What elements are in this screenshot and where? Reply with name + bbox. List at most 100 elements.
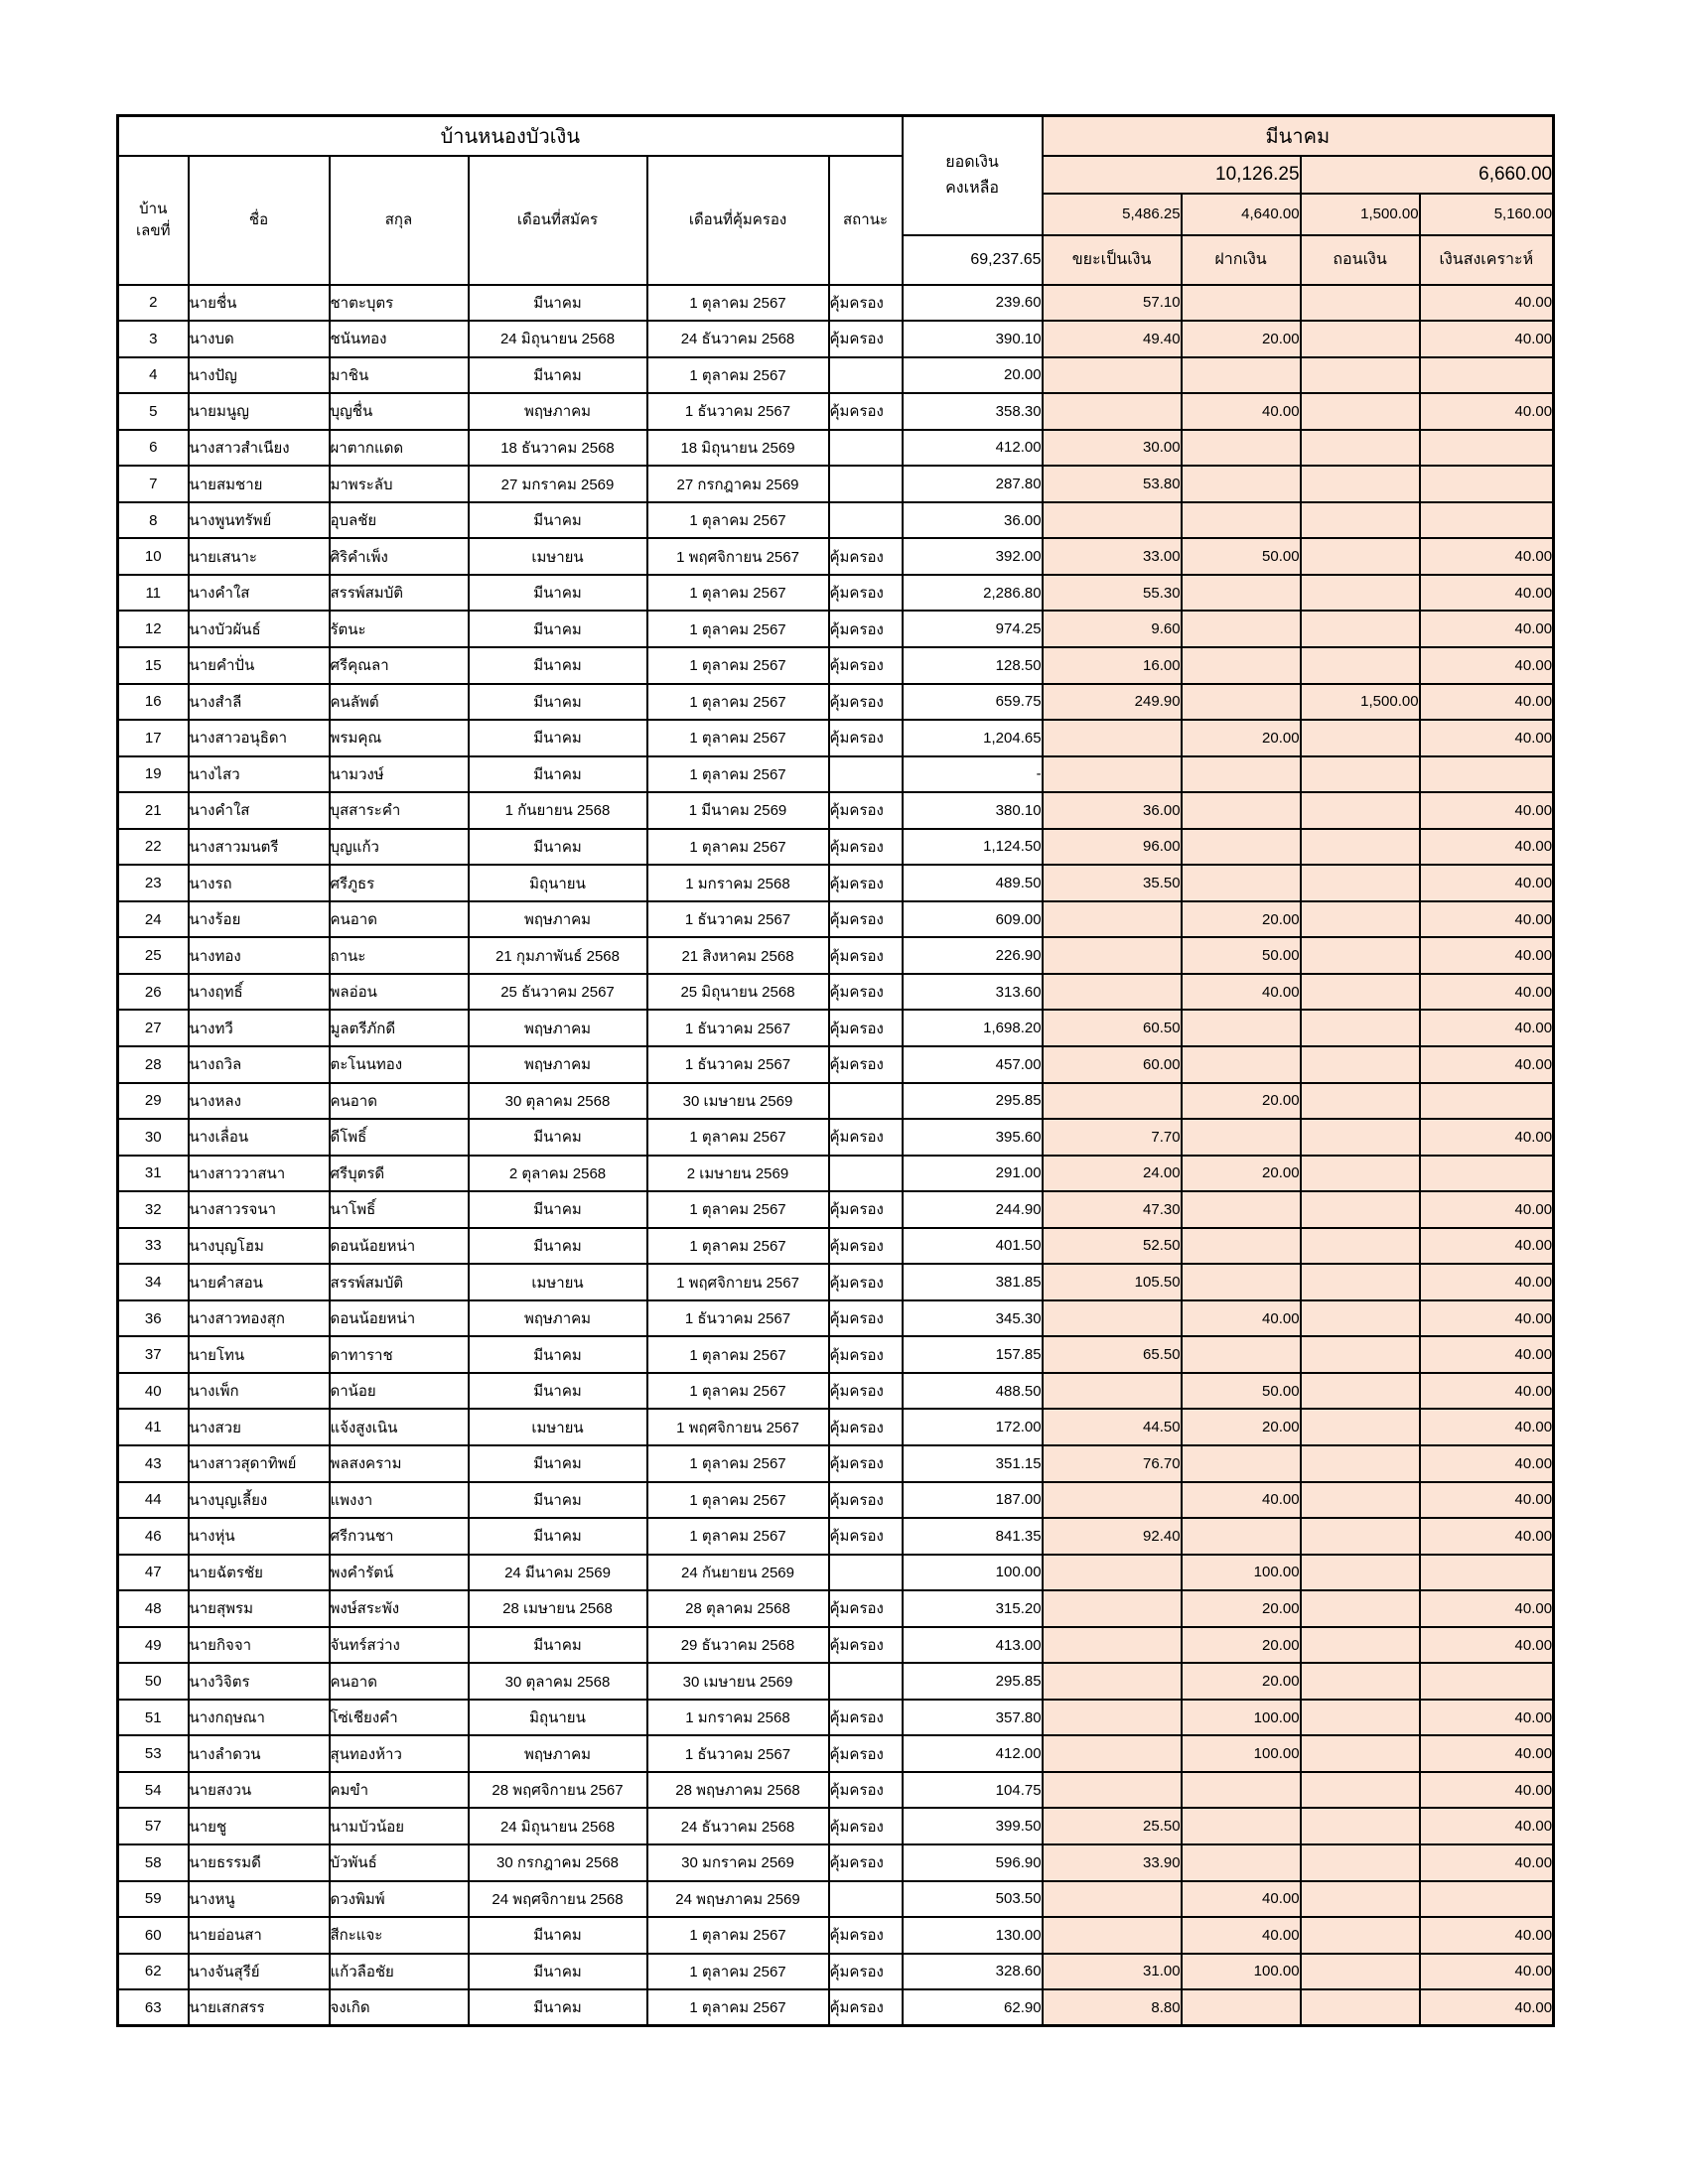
cell-waste-money <box>1041 392 1183 431</box>
table-row: 49 นายกิจจา จันทร์สว่าง มีนาคม 29 ธันวาคม 25… <box>116 1625 1555 1665</box>
cell-deposit-money <box>1180 355 1302 395</box>
cell-house-no: 36 <box>116 1298 190 1338</box>
cell-first-name: นายฉัตรชัย <box>187 1553 331 1592</box>
cell-withdraw-money <box>1299 1298 1421 1338</box>
cell-withdraw-money <box>1299 1081 1421 1121</box>
table-row: 26 นางฤทธิ์ พลอ่อน 25 ธันวาคม 2567 25 มิถุนา… <box>116 972 1555 1012</box>
cell-apply-month: 30 ตุลาคม 2568 <box>467 1081 648 1121</box>
table-row: 34 นายคำสอน สรรพ์สมบัติ เมษายน 1 พฤศจิกายน 2… <box>116 1263 1555 1301</box>
cell-first-name: นางบัวผันธ์ <box>187 610 331 648</box>
cell-balance: 841.35 <box>901 1517 1044 1556</box>
cell-surname: ดาน้อย <box>328 1371 470 1411</box>
cell-waste-money: 16.00 <box>1041 645 1183 685</box>
cell-deposit-money: 40.00 <box>1180 972 1302 1012</box>
cell-house-no: 5 <box>116 392 190 431</box>
cell-waste-money <box>1041 1553 1183 1592</box>
cell-deposit-money <box>1180 1118 1302 1157</box>
cell-welfare-money <box>1418 1879 1555 1919</box>
cell-withdraw-money <box>1299 1988 1421 2027</box>
cell-welfare-money: 40.00 <box>1418 573 1555 613</box>
cell-balance: 390.10 <box>901 320 1044 358</box>
cell-withdraw-money <box>1299 320 1421 358</box>
cell-withdraw-money <box>1299 465 1421 503</box>
cell-surname: มาชิน <box>328 355 470 395</box>
cell-balance: 381.85 <box>901 1263 1044 1301</box>
cell-balance: 413.00 <box>901 1625 1044 1665</box>
cell-cover-month: 1 ธันวาคม 2567 <box>645 1734 830 1773</box>
cell-balance: 100.00 <box>901 1553 1044 1592</box>
cell-status <box>827 465 904 503</box>
cell-welfare-money: 40.00 <box>1418 682 1555 722</box>
house-no-line2: เลขที่ <box>136 221 171 239</box>
cell-welfare-money: 40.00 <box>1418 1444 1555 1483</box>
cell-cover-month: 1 ตุลาคม 2567 <box>645 719 830 757</box>
cell-deposit-money: 50.00 <box>1180 537 1302 576</box>
header-row-3: 5,486.25 4,640.00 1,500.00 5,160.00 <box>118 192 1555 236</box>
cell-cover-month: 1 ตุลาคม 2567 <box>645 573 830 613</box>
cell-status: คุ้มครอง <box>827 682 904 722</box>
cell-surname: ชาตะบุตร <box>328 283 470 323</box>
cell-house-no: 7 <box>116 465 190 503</box>
cell-withdraw-money <box>1299 1263 1421 1301</box>
cell-welfare-money: 40.00 <box>1418 1371 1555 1411</box>
cell-deposit-money: 20.00 <box>1180 1081 1302 1121</box>
cell-first-name: นางไสว <box>187 754 331 794</box>
cell-status: คุ้มครอง <box>827 645 904 685</box>
ledger-table: บ้านหนองบัวเงิน ยอดเงิน คงเหลือ มีนาคม บ… <box>116 114 1556 2028</box>
cell-surname: ศรีกวนชา <box>328 1517 470 1556</box>
cell-apply-month: เมษายน <box>467 1408 648 1446</box>
table-row: 50 นางวิจิตร คนอาด 30 ตุลาคม 2568 30 เมษายน … <box>116 1662 1555 1701</box>
cell-status <box>827 754 904 794</box>
table-row: 58 นายธรรมดี บัวพันธ์ 30 กรกฎาคม 2568 30 มกร… <box>116 1843 1555 1882</box>
cell-balance: 36.00 <box>901 500 1044 540</box>
cell-balance: 1,124.50 <box>901 827 1044 867</box>
cell-deposit-money <box>1180 1044 1302 1084</box>
cell-status: คุ้มครอง <box>827 1044 904 1084</box>
cell-house-no: 4 <box>116 355 190 395</box>
cell-house-no: 16 <box>116 682 190 722</box>
cell-withdraw-money <box>1299 1335 1421 1374</box>
cell-deposit-money <box>1180 1335 1302 1374</box>
cell-balance: 399.50 <box>901 1807 1044 1846</box>
cell-balance: 457.00 <box>901 1044 1044 1084</box>
cell-balance: 974.25 <box>901 610 1044 648</box>
cell-house-no: 23 <box>116 864 190 902</box>
cell-balance: 187.00 <box>901 1480 1044 1520</box>
cell-withdraw-money <box>1299 283 1421 323</box>
cell-apply-month: 25 ธันวาคม 2567 <box>467 972 648 1012</box>
cell-deposit-money: 20.00 <box>1180 1154 1302 1193</box>
cell-deposit-money <box>1180 1517 1302 1556</box>
col-header-waste: ขยะเป็นเงิน <box>1041 233 1183 286</box>
cell-cover-month: 28 ตุลาคม 2568 <box>645 1589 830 1628</box>
cell-status: คุ้มครอง <box>827 1190 904 1229</box>
cell-apply-month: มีนาคม <box>467 682 648 722</box>
cell-deposit-money: 20.00 <box>1180 899 1302 939</box>
cell-house-no: 19 <box>116 754 190 794</box>
cell-waste-money: 31.00 <box>1041 1952 1183 1991</box>
cell-waste-money: 9.60 <box>1041 610 1183 648</box>
cell-waste-money: 44.50 <box>1041 1408 1183 1446</box>
cell-apply-month: 2 ตุลาคม 2568 <box>467 1154 648 1193</box>
table-row: 46 นางหุ่น ศรีกวนชา มีนาคม 1 ตุลาคม 2567 คุ้ม… <box>116 1517 1555 1556</box>
table-row: 37 นายโทน ดาทาราช มีนาคม 1 ตุลาคม 2567 คุ้มคร… <box>116 1335 1555 1374</box>
cell-first-name: นางสาวสำเนียง <box>187 428 331 468</box>
cell-cover-month: 1 ตุลาคม 2567 <box>645 682 830 722</box>
header-row-1: บ้านหนองบัวเงิน ยอดเงิน คงเหลือ มีนาคม <box>116 114 1555 236</box>
cell-apply-month: 24 มิถุนายน 2568 <box>467 1807 648 1846</box>
cell-cover-month: 1 พฤศจิกายน 2567 <box>645 537 830 576</box>
cell-deposit-money <box>1180 864 1302 902</box>
cell-withdraw-money <box>1299 1517 1421 1556</box>
table-row: 44 นางบุญเลี้ยง แพงงา มีนาคม 1 ตุลาคม 2567 คุ… <box>116 1480 1555 1520</box>
cell-welfare-money <box>1418 1662 1555 1701</box>
cell-withdraw-money <box>1299 1807 1421 1846</box>
cell-status: คุ้มครอง <box>827 1371 904 1411</box>
cell-status: คุ้มครอง <box>827 1916 904 1955</box>
cell-apply-month: พฤษภาคม <box>467 392 648 431</box>
cell-surname: ดาทาราช <box>328 1335 470 1374</box>
cell-status: คุ้มครอง <box>827 320 904 358</box>
cell-welfare-money: 40.00 <box>1418 1517 1555 1556</box>
cell-first-name: นายกิจจา <box>187 1625 331 1665</box>
cell-house-no: 30 <box>116 1118 190 1157</box>
cell-deposit-money <box>1180 610 1302 648</box>
